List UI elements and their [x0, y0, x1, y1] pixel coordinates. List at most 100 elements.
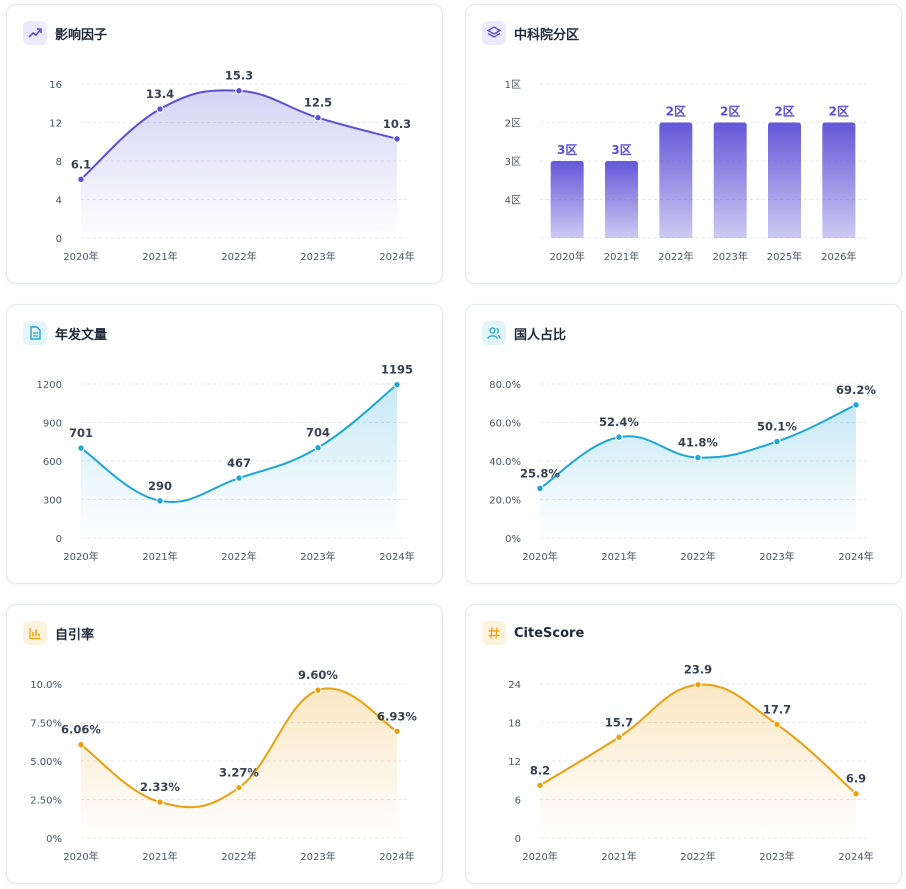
area-fill — [81, 384, 397, 538]
y-tick-label: 0% — [46, 834, 62, 845]
y-tick-label: 7.50% — [30, 719, 62, 730]
data-point — [852, 790, 860, 798]
x-tick-label: 2020年 — [549, 250, 584, 263]
x-tick-label: 2022年 — [680, 850, 715, 863]
data-point — [156, 798, 164, 806]
data-point — [393, 135, 401, 143]
data-point — [156, 105, 164, 113]
bar — [659, 122, 693, 238]
data-point — [694, 680, 702, 689]
self-citation-chart: 0% 2.50% 5.00% 7.50% 10.0% 6.06% 2020年 2.33% 202… — [30, 668, 417, 863]
y-tick-label: 12 — [49, 119, 62, 130]
data-label: 50.1% — [757, 420, 797, 434]
y-tick-label: 24 — [508, 680, 521, 691]
data-point — [77, 175, 85, 183]
panel-header: 国人占比 — [482, 321, 566, 345]
data-point — [536, 484, 544, 493]
y-tick-label: 1区 — [505, 79, 521, 91]
panel-title: 年发文量 — [55, 327, 108, 343]
y-tick-label: 80.0% — [489, 380, 521, 391]
data-label: 6.9 — [846, 772, 866, 786]
x-tick-label: 2022年 — [221, 850, 256, 863]
data-label: 2.33% — [140, 780, 180, 794]
panel-cas-zone: 中科院分区 1区 2区 3区 4区 3区 2020年 3区 2021年 2区 2022年 2区 202… — [465, 4, 902, 284]
data-label: 6.1 — [71, 157, 91, 171]
y-tick-label: 0 — [56, 234, 62, 245]
y-tick-label: 12 — [508, 757, 521, 768]
hash-icon — [482, 621, 506, 645]
x-tick-label: 2022年 — [658, 250, 693, 263]
data-label: 704 — [306, 426, 330, 440]
x-tick-label: 2024年 — [838, 850, 873, 863]
data-point — [314, 443, 322, 452]
data-label: 701 — [69, 426, 93, 440]
x-tick-label: 2024年 — [379, 250, 414, 263]
x-tick-label: 2024年 — [379, 550, 414, 563]
data-label: 3区 — [557, 143, 577, 157]
citescore-chart: 0 6 12 18 24 8.2 2020年 15.7 2021年 23.9 2022年 17.7 20… — [508, 663, 873, 863]
data-label: 6.93% — [377, 709, 417, 723]
bar-chart-icon — [23, 621, 47, 645]
y-tick-label: 18 — [508, 719, 521, 730]
x-tick-label: 2026年 — [821, 250, 856, 263]
bar — [550, 161, 584, 238]
data-point — [393, 380, 401, 389]
data-label: 8.2 — [530, 763, 550, 777]
document-icon — [23, 321, 47, 345]
panel-impact-factor: 影响因子 0 4 8 12 16 6.1 2020年 13.4 2021年 15.3 2022年 12… — [6, 4, 443, 284]
data-label: 6.06% — [61, 723, 101, 737]
data-point — [773, 720, 781, 729]
x-tick-label: 2020年 — [63, 250, 98, 263]
panel-header: CiteScore — [482, 621, 584, 645]
cas-zone-chart: 1区 2区 3区 4区 3区 2020年 3区 2021年 2区 2022年 2区 2023年 2区 20… — [505, 79, 866, 263]
data-label: 290 — [148, 479, 172, 493]
x-tick-label: 2021年 — [142, 850, 177, 863]
data-point — [235, 474, 243, 482]
data-point — [615, 733, 623, 741]
y-tick-label: 0 — [515, 834, 521, 845]
y-tick-label: 3区 — [505, 156, 521, 168]
area-fill — [540, 404, 856, 538]
y-tick-label: 20.0% — [489, 496, 521, 507]
data-label: 41.8% — [678, 436, 718, 450]
trend-up-icon — [23, 21, 47, 45]
y-tick-label: 16 — [49, 80, 62, 91]
panel-title: 中科院分区 — [514, 27, 580, 43]
y-tick-label: 600 — [43, 457, 62, 468]
data-label: 2区 — [720, 105, 740, 119]
data-label: 9.60% — [298, 668, 338, 682]
bar — [768, 122, 801, 238]
data-label: 25.8% — [520, 466, 560, 480]
y-tick-label: 900 — [43, 419, 62, 430]
x-tick-label: 2021年 — [142, 250, 177, 263]
data-point — [156, 497, 164, 505]
y-tick-label: 6 — [515, 796, 521, 807]
panel-header: 年发文量 — [23, 321, 107, 345]
x-tick-label: 2023年 — [712, 250, 747, 263]
y-tick-label: 1200 — [37, 380, 62, 391]
data-label: 3.27% — [219, 766, 259, 780]
data-point — [773, 437, 781, 446]
x-tick-label: 2021年 — [604, 250, 639, 263]
data-point — [852, 401, 860, 409]
data-label: 69.2% — [836, 383, 876, 397]
data-label: 23.9 — [684, 663, 712, 677]
y-tick-label: 5.00% — [30, 757, 62, 768]
panel-annual-articles: 年发文量 0 300 600 900 1200 701 2020年 290 2021年 467 20… — [6, 304, 443, 584]
x-tick-label: 2020年 — [63, 850, 98, 863]
x-tick-label: 2023年 — [759, 850, 794, 863]
x-tick-label: 2025年 — [767, 250, 802, 263]
x-tick-label: 2023年 — [300, 250, 335, 263]
y-tick-label: 0% — [505, 534, 521, 545]
x-tick-label: 2022年 — [680, 550, 715, 563]
data-label: 52.4% — [599, 415, 639, 429]
panel-title: CiteScore — [514, 625, 585, 641]
x-tick-label: 2022年 — [221, 250, 256, 263]
data-label: 15.7 — [605, 715, 633, 729]
panel-domestic-ratio: 国人占比 0% 20.0% 40.0% 60.0% 80.0% 25.8% 2020年 52.… — [465, 304, 902, 584]
x-tick-label: 2024年 — [838, 550, 873, 563]
data-label: 2区 — [829, 105, 849, 119]
data-point — [314, 686, 322, 694]
x-tick-label: 2024年 — [379, 850, 414, 863]
bar — [713, 122, 747, 238]
